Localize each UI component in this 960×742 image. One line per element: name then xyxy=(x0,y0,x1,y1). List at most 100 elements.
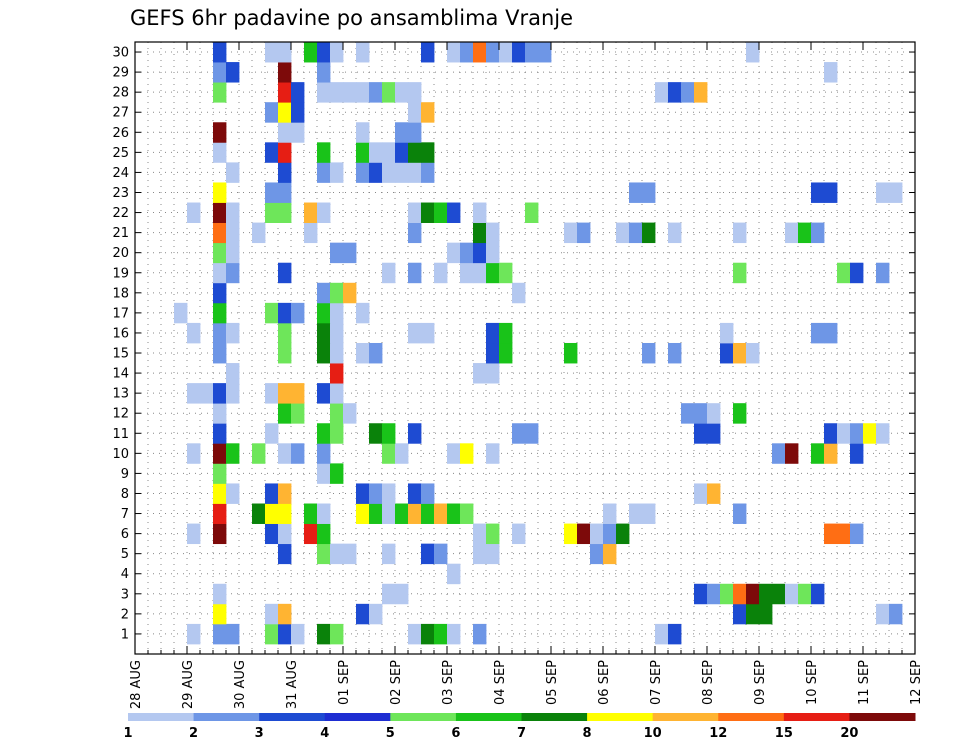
heatmap-cell xyxy=(317,82,331,103)
heatmap-cell xyxy=(291,623,305,645)
x-tick-label: 10 SEP xyxy=(805,660,820,705)
heatmap-cell xyxy=(226,242,240,264)
heatmap-cell xyxy=(733,222,747,244)
heatmap-cell xyxy=(889,182,903,203)
heatmap-cell xyxy=(369,483,383,504)
y-tick-label: 19 xyxy=(112,266,129,281)
heatmap-cell xyxy=(434,262,448,284)
heatmap-cell xyxy=(460,262,474,284)
legend-label: 8 xyxy=(583,726,592,741)
heatmap-cell xyxy=(486,363,500,384)
heatmap-cell xyxy=(226,62,240,83)
heatmap-cell xyxy=(382,443,396,464)
heatmap-cell xyxy=(382,483,396,504)
heatmap-cell xyxy=(460,503,474,524)
heatmap-cell xyxy=(265,623,279,645)
heatmap-cell xyxy=(187,443,201,464)
heatmap-cell xyxy=(226,262,240,284)
heatmap-cell xyxy=(642,222,656,244)
legend-swatch xyxy=(324,713,391,721)
x-tick-label: 03 SEP xyxy=(441,660,456,705)
heatmap-cell xyxy=(694,423,708,444)
heatmap-cell xyxy=(278,503,292,524)
heatmap-cell xyxy=(876,603,890,625)
legend-swatch xyxy=(521,713,588,721)
legend-swatch xyxy=(455,713,522,721)
heatmap-cell xyxy=(174,302,188,324)
heatmap-cell xyxy=(447,42,461,63)
y-tick-label: 8 xyxy=(121,487,129,502)
heatmap-cell xyxy=(213,42,227,63)
y-tick-label: 15 xyxy=(112,347,129,362)
heatmap-cell xyxy=(330,242,344,264)
heatmap-cell xyxy=(330,543,344,565)
heatmap-cell xyxy=(759,583,773,605)
heatmap-cell xyxy=(486,242,500,264)
heatmap-cell xyxy=(278,383,292,404)
heatmap-cell xyxy=(265,503,279,524)
heatmap-cell xyxy=(850,423,864,444)
heatmap-cell xyxy=(850,262,864,284)
heatmap-cell xyxy=(278,302,292,324)
color-legend: 1 2 3 4 5 6 7 8 10 12 15 20 xyxy=(123,713,916,741)
heatmap-cell xyxy=(824,322,838,344)
legend-swatch xyxy=(390,713,457,721)
heatmap-cell xyxy=(369,423,383,444)
x-tick-label: 30 AUG xyxy=(233,660,248,709)
heatmap-cell xyxy=(278,142,292,163)
heatmap-cell xyxy=(590,523,604,545)
heatmap-cell xyxy=(421,102,435,123)
heatmap-cell xyxy=(746,583,760,605)
heatmap-cell xyxy=(213,342,227,364)
heatmap-cell xyxy=(486,523,500,545)
heatmap-cell xyxy=(265,383,279,404)
heatmap-cell xyxy=(746,42,760,63)
heatmap-cell xyxy=(460,242,474,264)
heatmap-cell xyxy=(590,543,604,565)
heatmap-cell xyxy=(226,222,240,244)
heatmap-cell xyxy=(746,603,760,625)
heatmap-cell xyxy=(213,142,227,163)
x-tick-label: 29 AUG xyxy=(181,660,196,709)
heatmap-cell xyxy=(213,523,227,545)
heatmap-cell xyxy=(876,182,890,203)
heatmap-cell xyxy=(733,342,747,364)
heatmap-cell xyxy=(291,82,305,103)
heatmap-cell xyxy=(486,222,500,244)
heatmap-cell xyxy=(213,122,227,143)
y-tick-label: 10 xyxy=(112,447,129,462)
heatmap-cell xyxy=(317,282,331,304)
heatmap-cell xyxy=(395,162,409,183)
heatmap-cell xyxy=(330,342,344,364)
heatmap-cell xyxy=(473,543,487,565)
heatmap-cell xyxy=(629,503,643,524)
heatmap-cell xyxy=(421,483,435,504)
heatmap-cell xyxy=(772,443,786,464)
heatmap-cell xyxy=(330,162,344,183)
heatmap-cell xyxy=(785,443,799,464)
x-tick-label: 08 SEP xyxy=(701,660,716,705)
heatmap-cell xyxy=(356,483,370,504)
heatmap-cell xyxy=(343,82,357,103)
heatmap-cell xyxy=(785,222,799,244)
heatmap-cell xyxy=(798,583,812,605)
heatmap-cell xyxy=(291,122,305,143)
x-tick-label: 04 SEP xyxy=(493,660,508,705)
heatmap-cell xyxy=(226,623,240,645)
heatmap-cell xyxy=(499,322,513,344)
heatmap-cell xyxy=(421,543,435,565)
heatmap-cell xyxy=(720,342,734,364)
heatmap-cell xyxy=(759,603,773,625)
heatmap-cell xyxy=(395,82,409,103)
legend-label: 1 xyxy=(123,726,132,741)
heatmap-cell xyxy=(278,162,292,183)
y-axis: 1234567891011121314151617181920212223242… xyxy=(112,46,915,642)
heatmap-cell xyxy=(850,523,864,545)
heatmap-cell xyxy=(824,182,838,203)
heatmap-cell xyxy=(369,603,383,625)
y-tick-label: 12 xyxy=(112,407,129,422)
heatmap-cell xyxy=(278,322,292,344)
heatmap-cell xyxy=(499,42,513,63)
legend-label: 4 xyxy=(320,726,329,741)
heatmap-cell xyxy=(720,322,734,344)
